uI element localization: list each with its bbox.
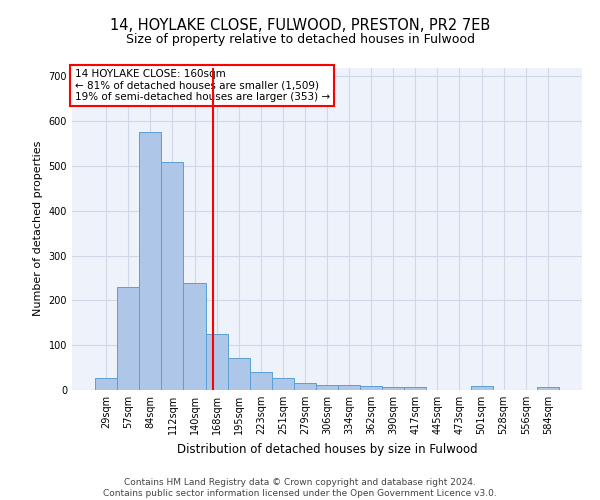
Bar xyxy=(117,287,139,390)
Bar xyxy=(95,378,117,390)
Text: 14, HOYLAKE CLOSE, FULWOOD, PRESTON, PR2 7EB: 14, HOYLAKE CLOSE, FULWOOD, PRESTON, PR2… xyxy=(110,18,490,32)
Bar xyxy=(360,386,382,390)
Bar xyxy=(139,132,161,390)
Bar xyxy=(161,162,184,390)
Bar xyxy=(537,387,559,390)
Bar xyxy=(250,372,272,390)
Bar xyxy=(294,384,316,390)
Text: Contains HM Land Registry data © Crown copyright and database right 2024.
Contai: Contains HM Land Registry data © Crown c… xyxy=(103,478,497,498)
Text: Size of property relative to detached houses in Fulwood: Size of property relative to detached ho… xyxy=(125,32,475,46)
Text: 14 HOYLAKE CLOSE: 160sqm
← 81% of detached houses are smaller (1,509)
19% of sem: 14 HOYLAKE CLOSE: 160sqm ← 81% of detach… xyxy=(74,69,329,102)
Bar xyxy=(316,385,338,390)
Y-axis label: Number of detached properties: Number of detached properties xyxy=(33,141,43,316)
Bar xyxy=(227,358,250,390)
Bar xyxy=(382,388,404,390)
Bar xyxy=(206,334,227,390)
Bar xyxy=(272,378,294,390)
Bar xyxy=(338,385,360,390)
Bar xyxy=(404,388,427,390)
Bar xyxy=(184,282,206,390)
Bar xyxy=(470,386,493,390)
X-axis label: Distribution of detached houses by size in Fulwood: Distribution of detached houses by size … xyxy=(176,442,478,456)
